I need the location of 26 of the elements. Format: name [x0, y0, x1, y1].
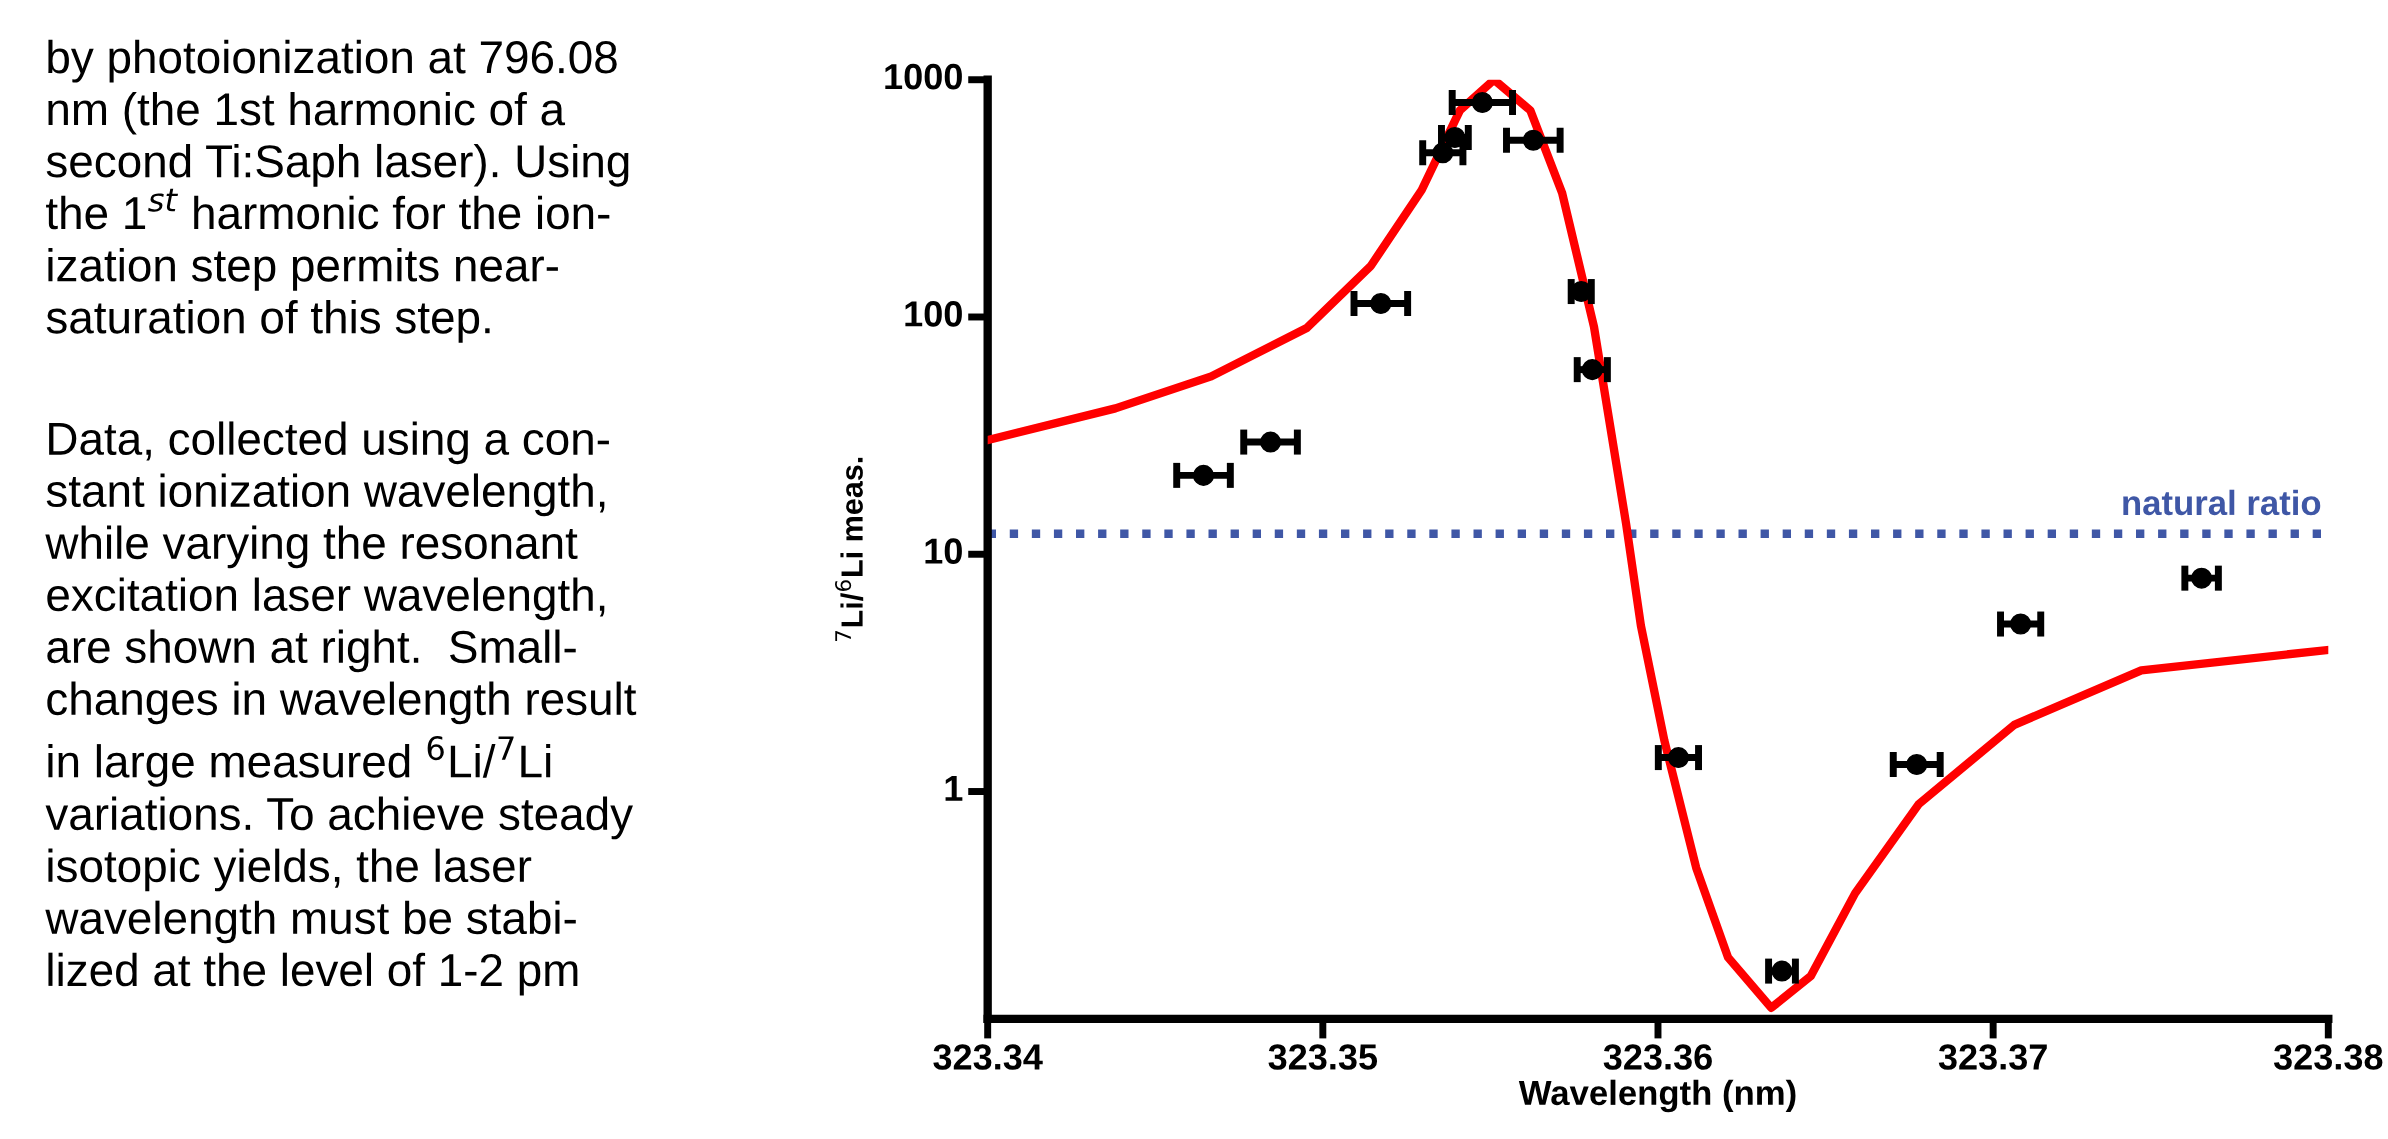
x-tick-label: 323.36 [1603, 1044, 1712, 1070]
point [1260, 431, 1282, 453]
point [2191, 567, 2213, 589]
text: Data, collected using a con- stant ionization wavelength, while varying the resonant excitation laser wavelength, are shown at right. Small- changes in wavelength result in large measured $^{6}$Li/$^{7}$Li variations. To achieve steady isotopic yields, the laser wavelength must be stabi- lized at the level of 1-2 pm [45, 421, 637, 996]
y-tick-label: 100 [905, 301, 962, 327]
y-tick-label: 1 [945, 776, 963, 801]
x-tick-label: 323.34 [933, 1044, 1043, 1070]
point [1432, 142, 1454, 164]
point [1522, 129, 1544, 151]
point [2010, 613, 2032, 635]
x-tick-label: 323.35 [1268, 1044, 1378, 1070]
point [1471, 91, 1493, 113]
point [1771, 960, 1793, 982]
ref-line-label: natural ratio [2123, 489, 2321, 516]
point [1906, 753, 1928, 775]
point [1581, 359, 1603, 381]
x-axis-title: Wavelength (nm) [1518, 1079, 1796, 1113]
y-tick-label: 1000 [885, 63, 962, 90]
point [1667, 747, 1689, 769]
x-tick-label: 323.38 [2273, 1044, 2383, 1070]
point [1193, 464, 1215, 486]
text: by photoionization at 796.08 nm (the 1st harmonic of a second Ti:Saph laser). Using the 1$^{st}$ harmonic for the ion- ization step permits near- saturation of this step. [46, 39, 629, 343]
x-tick-label: 323.37 [1938, 1044, 2047, 1070]
y-tick-label: 10 [925, 538, 962, 564]
point [1370, 292, 1392, 315]
y-axis-title: $^{7}$Li/$^{6}$Li meas. [835, 457, 864, 642]
